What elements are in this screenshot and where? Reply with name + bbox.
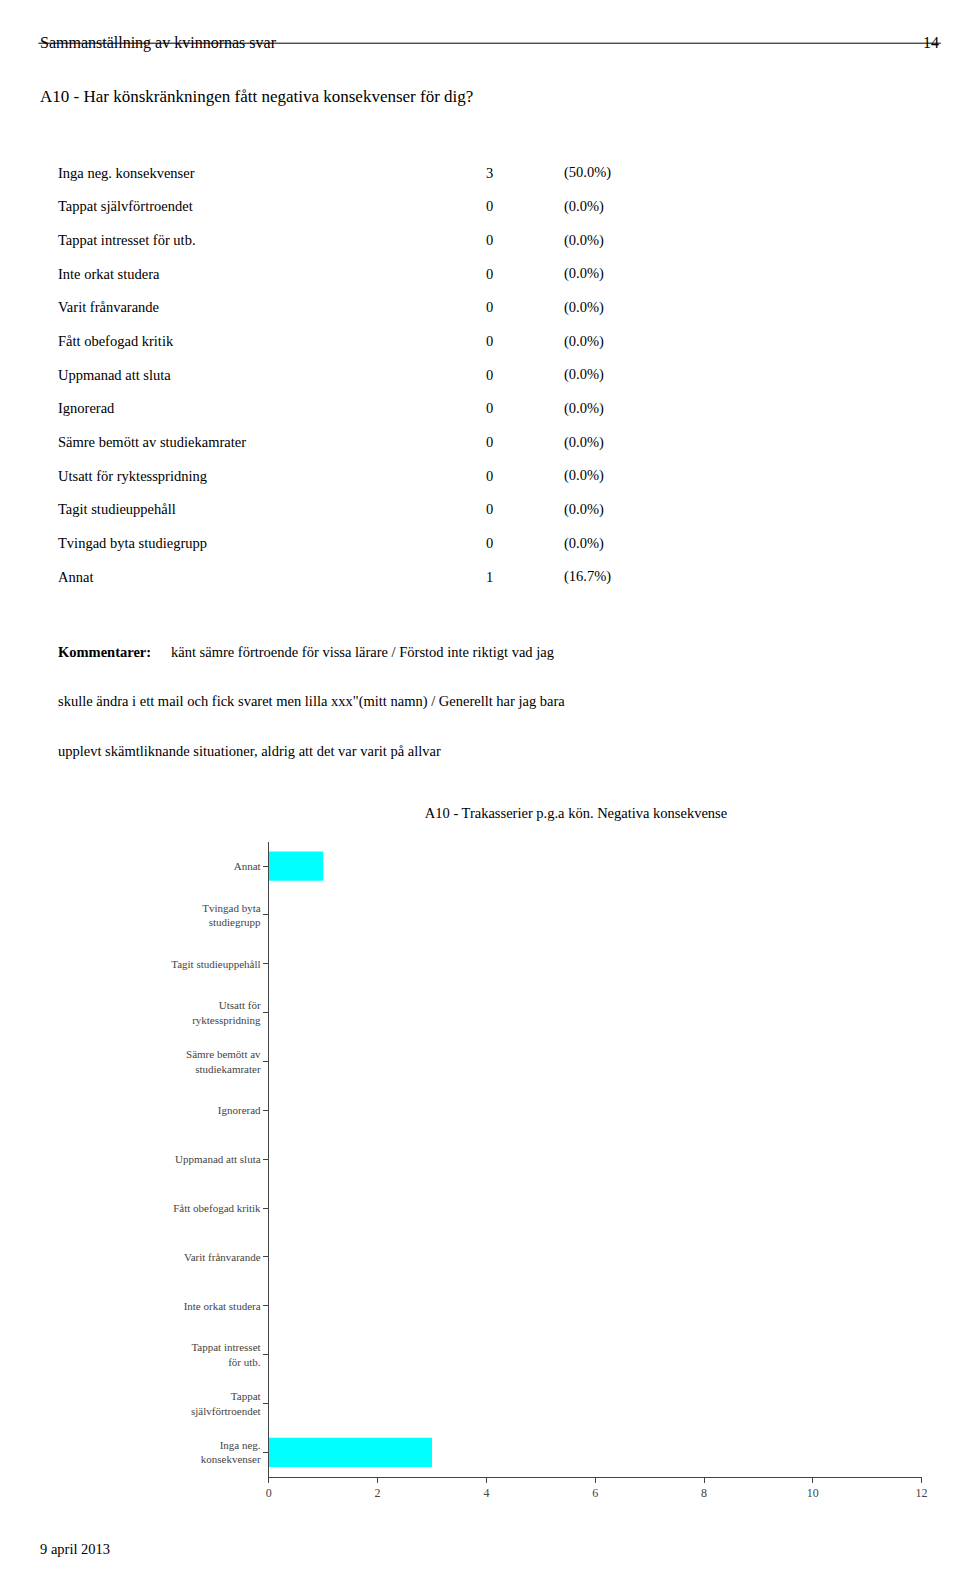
svg-text:Tagit studieuppehåll: Tagit studieuppehåll [171,958,260,970]
svg-text:1: 1 [486,569,493,585]
svg-text:0: 0 [266,1486,272,1500]
svg-text:Inga neg. konsekvenser: Inga neg. konsekvenser [58,165,195,181]
svg-text:Tappat intressetför utb.: Tappat intressetför utb. [191,1341,260,1367]
svg-text:Tvingad byta studiegrupp: Tvingad byta studiegrupp [58,535,207,551]
svg-text:(0.0%): (0.0%) [564,467,604,484]
svg-text:(0.0%): (0.0%) [564,265,604,282]
svg-text:(0.0%): (0.0%) [564,434,604,451]
svg-text:(0.0%): (0.0%) [564,366,604,383]
svg-text:(50.0%): (50.0%) [564,164,611,181]
svg-text:(0.0%): (0.0%) [564,333,604,350]
svg-text:0: 0 [486,367,493,383]
svg-text:14: 14 [923,34,939,51]
svg-text:(0.0%): (0.0%) [564,400,604,417]
svg-text:Utsatt förryktesspridning: Utsatt förryktesspridning [192,999,261,1025]
svg-text:0: 0 [486,400,493,416]
svg-text:(16.7%): (16.7%) [564,568,611,585]
svg-text:0: 0 [486,232,493,248]
svg-text:Sämre bemött av studiekamrater: Sämre bemött av studiekamrater [58,434,246,450]
svg-text:0: 0 [486,434,493,450]
svg-text:0: 0 [486,266,493,282]
svg-text:3: 3 [486,165,493,181]
svg-text:Inga neg.konsekvenser: Inga neg.konsekvenser [201,1439,261,1465]
svg-text:Sämre bemött avstudiekamrater: Sämre bemött avstudiekamrater [186,1048,261,1074]
svg-text:Inte orkat studera: Inte orkat studera [58,266,160,282]
svg-text:Annat: Annat [58,569,93,585]
svg-text:A10 - Trakasserier p.g.a kön.: A10 - Trakasserier p.g.a kön. Negativa k… [425,805,727,821]
svg-text:skulle ändra i ett mail och fi: skulle ändra i ett mail och fick svaret … [58,693,565,710]
svg-text:Tappatsjälvförtroendet: Tappatsjälvförtroendet [191,1390,261,1416]
svg-text:A10 - Har könskränkningen fått: A10 - Har könskränkningen fått negativa … [40,87,473,106]
svg-text:Tagit studieuppehåll: Tagit studieuppehåll [58,501,176,517]
svg-text:Annat: Annat [234,860,261,872]
svg-text:(0.0%): (0.0%) [564,232,604,249]
svg-text:Fått obefogad kritik: Fått obefogad kritik [173,1202,261,1214]
svg-text:(0.0%): (0.0%) [564,535,604,552]
svg-text:10: 10 [807,1486,819,1500]
svg-text:0: 0 [486,535,493,551]
svg-text:(0.0%): (0.0%) [564,501,604,518]
svg-text:4: 4 [483,1486,489,1500]
svg-text:9 april 2013: 9 april 2013 [40,1541,110,1557]
svg-text:Varit frånvarande: Varit frånvarande [58,299,159,315]
svg-text:Uppmanad att sluta: Uppmanad att sluta [175,1153,261,1165]
svg-text:2: 2 [375,1486,381,1500]
svg-text:0: 0 [486,299,493,315]
svg-text:(0.0%): (0.0%) [564,198,604,215]
svg-text:Ignorerad: Ignorerad [218,1104,261,1116]
svg-text:Tappat självförtroendet: Tappat självförtroendet [58,198,193,214]
svg-text:upplevt skämtliknande situatio: upplevt skämtliknande situationer, aldri… [58,743,441,759]
svg-text:(0.0%): (0.0%) [564,299,604,316]
svg-text:0: 0 [486,198,493,214]
svg-text:Kommentarer:: Kommentarer: [58,644,151,660]
svg-text:känt sämre förtroende för viss: känt sämre förtroende för vissa lärare /… [171,644,554,660]
svg-text:Utsatt för ryktesspridning: Utsatt för ryktesspridning [58,468,207,484]
svg-text:Sammanställning av kvinnornas: Sammanställning av kvinnornas svar [40,34,277,52]
svg-text:Ignorerad: Ignorerad [58,400,115,416]
svg-text:8: 8 [701,1486,707,1500]
svg-text:Tvingad bytastudiegrupp: Tvingad bytastudiegrupp [202,902,261,928]
svg-text:0: 0 [486,501,493,517]
svg-text:12: 12 [916,1486,928,1500]
svg-text:Varit frånvarande: Varit frånvarande [184,1251,261,1263]
svg-text:Uppmanad att sluta: Uppmanad att sluta [58,367,171,383]
svg-text:Tappat intresset för utb.: Tappat intresset för utb. [58,232,196,248]
svg-text:Fått obefogad kritik: Fått obefogad kritik [58,333,174,349]
svg-text:0: 0 [486,333,493,349]
svg-text:0: 0 [486,468,493,484]
svg-text:Inte orkat studera: Inte orkat studera [184,1300,261,1312]
svg-text:6: 6 [592,1486,598,1500]
